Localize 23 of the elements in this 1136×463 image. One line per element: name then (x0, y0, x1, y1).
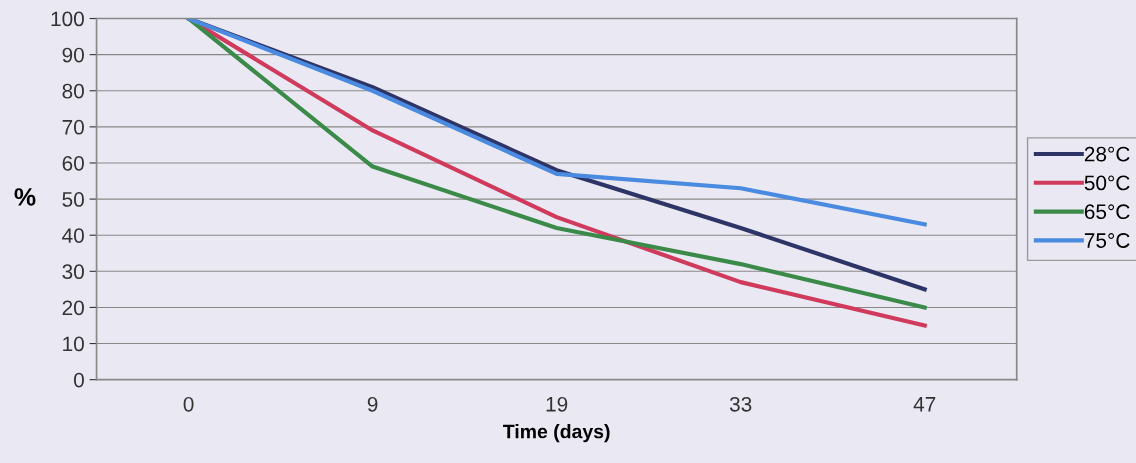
legend-label: 65°C (1084, 204, 1130, 220)
y-tick-label: 0 (73, 372, 84, 388)
legend-label: 75°C (1084, 233, 1130, 248)
line-series (186, 18, 927, 227)
x-axis-title: Time (days) (503, 424, 610, 443)
x-tick-label: 33 (729, 396, 752, 412)
y-tick-label: 60 (62, 155, 84, 171)
x-tick-label: 47 (913, 397, 936, 412)
y-tick-label: 100 (51, 11, 84, 27)
y-tick-label: 30 (62, 264, 84, 280)
x-tick-label: 0 (183, 396, 194, 412)
legend-label: 28°C (1084, 146, 1130, 162)
y-tick-label: 40 (62, 228, 84, 243)
y-tick-label: 10 (63, 336, 84, 352)
legend-label: 50°C (1084, 175, 1130, 191)
y-tick-label: 80 (62, 83, 84, 99)
y-axis-title: % (14, 188, 36, 206)
y-tick-label: 70 (62, 119, 84, 135)
y-tick-label: 90 (62, 47, 84, 63)
x-tick-label: 19 (546, 396, 568, 412)
x-tick-label: 9 (367, 396, 378, 412)
y-tick-label: 50 (62, 192, 84, 207)
y-tick-label: 20 (62, 300, 84, 316)
